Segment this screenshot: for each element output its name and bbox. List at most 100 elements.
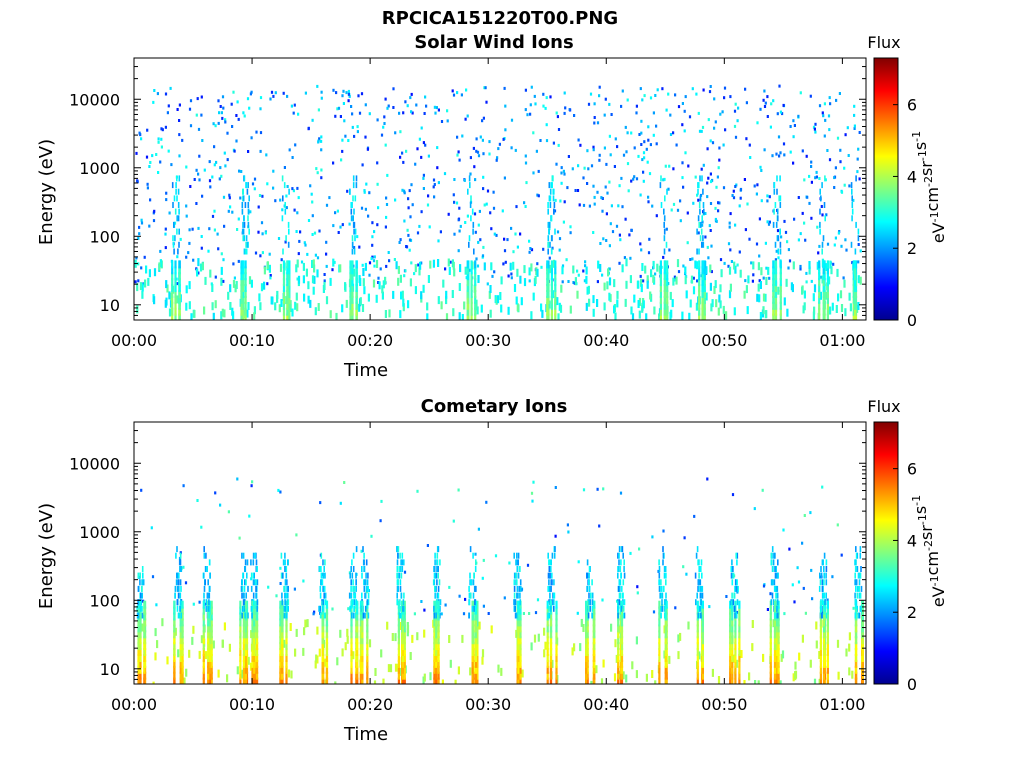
heatmap-cell <box>585 654 588 662</box>
heatmap-cell <box>735 659 738 668</box>
heatmap-cell <box>556 297 559 306</box>
heatmap-cell <box>397 265 400 274</box>
heatmap-cell <box>264 231 267 235</box>
heatmap-cell <box>286 307 289 316</box>
heatmap-cell <box>691 257 694 261</box>
heatmap-cell <box>364 605 367 612</box>
heatmap-cell <box>854 272 857 281</box>
heatmap-cell <box>524 108 527 112</box>
heatmap-cell <box>350 599 353 606</box>
heatmap-cell <box>774 612 776 619</box>
heatmap-cell <box>555 677 558 684</box>
heatmap-cell <box>519 659 522 668</box>
heatmap-cell <box>353 248 356 255</box>
heatmap-cell <box>214 491 217 495</box>
heatmap-cell <box>247 208 250 215</box>
heatmap-cell <box>734 642 737 651</box>
heatmap-cell <box>321 654 324 662</box>
heatmap-cell <box>293 587 296 591</box>
heatmap-cell <box>758 294 761 303</box>
heatmap-cell <box>469 172 472 176</box>
heatmap-cell <box>729 636 732 645</box>
heatmap-cell <box>778 154 781 158</box>
heatmap-cell <box>363 189 366 193</box>
heatmap-cell <box>208 605 210 612</box>
heatmap-cell <box>765 277 768 285</box>
heatmap-cell <box>212 312 215 320</box>
x-axis-label: Time <box>343 360 388 381</box>
heatmap-cell <box>654 94 657 97</box>
heatmap-cell <box>550 605 552 612</box>
heatmap-cell <box>287 559 289 566</box>
heatmap-cell <box>420 155 423 159</box>
heatmap-cell <box>403 624 406 633</box>
heatmap-cell <box>696 671 699 680</box>
heatmap-cell <box>728 266 732 275</box>
heatmap-cell <box>295 533 298 537</box>
heatmap-cell <box>779 151 782 155</box>
heatmap-cell <box>176 175 178 182</box>
heatmap-cell <box>221 95 225 99</box>
heatmap-cell <box>823 592 826 599</box>
heatmap-cell <box>320 176 323 180</box>
heatmap-cell <box>698 260 701 269</box>
heatmap-cell <box>856 566 859 572</box>
heatmap-cell <box>307 281 310 290</box>
heatmap-cell <box>263 266 266 275</box>
x-tick-label: 00:30 <box>465 695 511 714</box>
heatmap-cell <box>743 290 746 299</box>
heatmap-cell <box>695 552 698 559</box>
heatmap-cell <box>617 665 620 674</box>
heatmap-cell <box>753 184 756 188</box>
heatmap-cell <box>547 313 550 320</box>
heatmap-cell <box>685 572 688 576</box>
heatmap-cell <box>659 307 662 316</box>
heatmap-cell <box>777 654 780 662</box>
heatmap-cell <box>379 267 382 271</box>
heatmap-cell <box>642 170 645 174</box>
heatmap-cell <box>777 559 779 566</box>
heatmap-cell <box>457 249 460 253</box>
heatmap-cell <box>279 636 282 645</box>
heatmap-cell <box>367 599 370 606</box>
heatmap-cell <box>208 648 211 656</box>
heatmap-cell <box>190 313 193 320</box>
heatmap-cell <box>675 143 678 147</box>
heatmap-cell <box>466 278 469 287</box>
heatmap-cell <box>279 624 282 633</box>
heatmap-cell <box>165 191 168 195</box>
heatmap-cell <box>341 149 344 153</box>
heatmap-cell <box>474 654 477 662</box>
heatmap-cell <box>526 563 530 567</box>
heatmap-cell <box>350 659 353 668</box>
heatmap-cell <box>437 612 440 621</box>
heatmap-cell <box>250 484 253 488</box>
heatmap-cell <box>593 121 596 125</box>
heatmap-cell <box>259 149 262 153</box>
heatmap-cell <box>549 599 552 606</box>
heatmap-cell <box>826 242 830 246</box>
heatmap-cell <box>622 671 625 680</box>
heatmap-cell <box>426 302 429 311</box>
heatmap-cell <box>236 666 239 675</box>
heatmap-cell <box>286 585 288 592</box>
heatmap-cell <box>476 618 479 627</box>
heatmap-cell <box>175 552 177 559</box>
heatmap-cell <box>373 680 377 684</box>
heatmap-cell <box>191 636 194 645</box>
heatmap-cell <box>214 124 217 128</box>
colorbar-tick-label: 4 <box>907 167 917 186</box>
heatmap-cell <box>401 151 404 155</box>
heatmap-cell <box>640 131 643 135</box>
heatmap-cell <box>167 149 170 153</box>
heatmap-cell <box>729 612 732 621</box>
heatmap-cell <box>173 636 176 645</box>
heatmap-cell <box>435 665 438 674</box>
heatmap-cell <box>745 101 748 105</box>
heatmap-cell <box>777 248 780 255</box>
heatmap-cell <box>459 224 462 228</box>
heatmap-cell <box>783 297 786 306</box>
heatmap-cell <box>142 572 144 579</box>
heatmap-cell <box>217 669 220 678</box>
heatmap-cell <box>547 284 550 292</box>
